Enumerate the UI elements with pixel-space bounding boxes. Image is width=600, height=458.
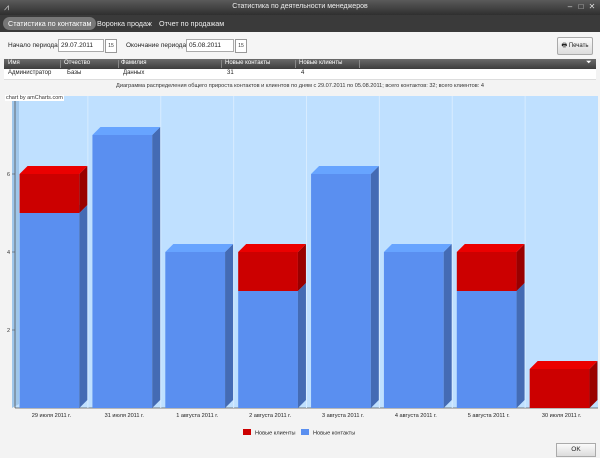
legend-swatch-clients	[243, 429, 251, 435]
bar-new-clients[interactable]	[19, 174, 80, 213]
bar-new-clients-top	[19, 166, 88, 174]
column-header-first-name[interactable]: Имя	[8, 60, 61, 68]
cell-patronymic: Базы	[67, 70, 82, 76]
bar-new-contacts-top	[383, 244, 452, 252]
start-date-field[interactable]: 29.07.2011	[58, 39, 104, 52]
calendar-icon[interactable]: 15	[105, 39, 117, 53]
bar-new-clients[interactable]	[238, 252, 298, 291]
x-tick-label: 30 июля 2011 г.	[542, 413, 582, 419]
bar-new-clients[interactable]	[456, 252, 517, 291]
bar-new-contacts[interactable]	[456, 291, 517, 408]
calendar-icon[interactable]: 15	[235, 39, 247, 53]
maximize-icon[interactable]: □	[578, 2, 584, 11]
y-tick-label: 6	[7, 172, 10, 178]
print-button-label: Печать	[568, 43, 589, 49]
bar-new-clients[interactable]	[529, 369, 590, 408]
x-tick-label: 3 августа 2011 г.	[322, 413, 364, 419]
bar-new-clients-side	[297, 244, 306, 291]
print-button[interactable]: 🖶 Печать	[557, 37, 593, 55]
cell-first-name: Администратор	[8, 70, 52, 76]
x-tick-label: 1 августа 2011 г.	[176, 413, 218, 419]
bar-new-clients-side	[589, 361, 598, 408]
bar-new-contacts-side	[443, 244, 452, 408]
chart-credit-link[interactable]: chart by amCharts.com	[5, 95, 64, 101]
column-header-patronymic[interactable]: Отчество	[64, 60, 119, 68]
printer-icon: 🖶	[561, 43, 569, 49]
end-date-field[interactable]: 05.08.2011	[186, 39, 234, 52]
legend-label: Новые клиенты	[255, 431, 296, 437]
filter-funnel-icon[interactable]: ⏷	[586, 59, 592, 66]
bar-new-contacts-top	[311, 166, 379, 174]
bar-new-contacts-side	[370, 166, 379, 408]
bar-new-contacts-side	[516, 283, 525, 408]
chart-caption: Диаграмма распределения общего прироста …	[116, 83, 484, 89]
x-tick-label: 31 июля 2011 г.	[105, 413, 145, 419]
tab-contacts-stats[interactable]: Статистика по контактам	[3, 17, 97, 30]
legend-label: Новые контакты	[313, 431, 355, 437]
table-row[interactable]: Администратор Базы Данных 31 4	[4, 69, 596, 80]
bar-new-contacts[interactable]	[311, 174, 371, 408]
bar-new-contacts[interactable]	[19, 213, 80, 408]
cell-new-contacts: 31	[227, 70, 234, 76]
x-tick-label: 29 июля 2011 г.	[32, 413, 72, 419]
ok-button[interactable]: OK	[556, 443, 596, 457]
bar-new-clients-side	[79, 166, 88, 213]
minimize-icon[interactable]: –	[567, 2, 573, 11]
x-tick-label: 5 августа 2011 г.	[468, 413, 510, 419]
bar-new-clients-top	[529, 361, 598, 369]
cell-last-name: Данных	[123, 70, 145, 76]
window-title: Статистика по деятельности менеджеров	[232, 3, 368, 10]
y-tick-label: 2	[7, 328, 10, 334]
bar-new-contacts[interactable]	[238, 291, 298, 408]
close-icon[interactable]: ✕	[588, 2, 596, 11]
cell-new-clients: 4	[301, 70, 305, 76]
column-header-last-name[interactable]: Фамилия	[121, 60, 222, 68]
bar-new-contacts[interactable]	[92, 135, 153, 408]
bar-new-contacts-side	[79, 205, 88, 408]
column-header-new-clients[interactable]: Новые клиенты	[299, 60, 360, 68]
y-tick-label: 4	[7, 250, 10, 256]
tab-sales-report[interactable]: Отчет по продажам	[159, 19, 225, 28]
title-bar: ⩘ Статистика по деятельности менеджеров …	[0, 0, 600, 15]
app-logo-icon: ⩘	[4, 2, 10, 12]
tab-bar: Статистика по контактам Воронка продаж О…	[0, 15, 600, 32]
x-tick-label: 2 августа 2011 г.	[249, 413, 291, 419]
filter-panel: Начало периода: 29.07.2011 15 Окончание …	[0, 32, 600, 58]
end-date-label: Окончание периода:	[126, 42, 188, 49]
bar-new-clients-top	[456, 244, 525, 252]
grid-header: Имя Отчество Фамилия Новые контакты Новы…	[4, 59, 596, 69]
bar-new-contacts[interactable]	[383, 252, 444, 408]
bar-new-contacts-side	[152, 127, 161, 408]
bar-new-clients-side	[516, 244, 525, 291]
bar-new-contacts-top	[165, 244, 234, 252]
column-header-new-contacts[interactable]: Новые контакты	[225, 60, 296, 68]
tab-sales-funnel[interactable]: Воронка продаж	[97, 19, 152, 28]
bar-new-contacts[interactable]	[165, 252, 226, 408]
bar-new-contacts-top	[92, 127, 161, 135]
x-tick-label: 4 августа 2011 г.	[395, 413, 437, 419]
bar-new-clients-top	[238, 244, 306, 252]
start-date-label: Начало периода:	[8, 42, 60, 49]
legend-swatch-contacts	[301, 429, 309, 435]
bar-new-contacts-side	[225, 244, 234, 408]
bar-new-contacts-side	[297, 283, 306, 408]
bar-chart: 2 4 6 29 июля 2011 г. 31 июля 2011 г. 1 авгус…	[7, 96, 598, 437]
